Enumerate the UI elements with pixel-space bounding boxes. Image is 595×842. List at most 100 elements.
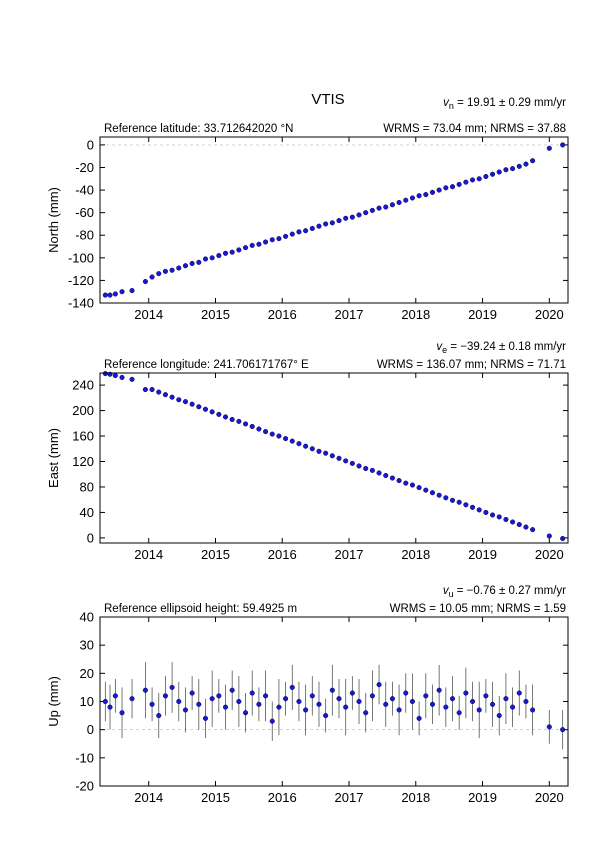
- data-point: [102, 371, 108, 377]
- velocity-symbol: v: [443, 97, 450, 109]
- velocity-symbol: v: [436, 341, 443, 353]
- y-tick-label: 40: [80, 505, 94, 520]
- data-point: [449, 696, 456, 702]
- data-point: [416, 485, 422, 491]
- data-point: [323, 713, 329, 719]
- data-point: [463, 690, 469, 696]
- data-point: [129, 376, 135, 382]
- data-point: [376, 205, 382, 211]
- data-point: [343, 458, 349, 464]
- data-point: [269, 237, 275, 243]
- data-point: [483, 509, 489, 515]
- y-tick-label: 240: [72, 378, 94, 393]
- data-point: [496, 713, 502, 719]
- plot-frame: [99, 372, 569, 544]
- data-point: [510, 704, 516, 710]
- x-tick-label: 2020: [535, 547, 564, 562]
- stats-label: WRMS = 136.07 mm; NRMS = 71.71: [377, 359, 566, 371]
- data-point: [242, 245, 249, 251]
- data-point: [119, 710, 125, 716]
- x-tick-label: 2018: [401, 307, 430, 322]
- reference-label: Reference longitude: 241.706171767° E: [104, 359, 309, 371]
- data-point: [107, 292, 113, 298]
- data-point: [356, 212, 362, 218]
- y-tick-label: 160: [72, 429, 94, 444]
- data-point: [249, 423, 255, 430]
- data-point: [449, 184, 456, 190]
- y-tick-label: -80: [75, 228, 94, 243]
- data-point: [222, 250, 229, 256]
- data-point: [363, 710, 369, 716]
- data-point: [496, 514, 502, 520]
- data-point: [403, 197, 409, 203]
- data-point: [189, 690, 195, 696]
- data-point: [289, 438, 295, 444]
- data-point: [490, 171, 496, 177]
- x-tick-label: 2018: [401, 547, 430, 562]
- data-point: [242, 710, 249, 716]
- data-point: [309, 693, 315, 699]
- data-point: [283, 696, 289, 702]
- data-point: [510, 166, 516, 172]
- data-point: [263, 429, 269, 435]
- y-tick-label: 40: [80, 610, 94, 625]
- y-tick-label: 120: [72, 454, 94, 469]
- data-point: [349, 214, 355, 220]
- data-point: [423, 693, 429, 699]
- data-point: [476, 176, 482, 182]
- data-point: [162, 268, 168, 274]
- data-point: [169, 684, 175, 690]
- data-point: [546, 145, 552, 151]
- x-tick-label: 2017: [335, 307, 364, 322]
- velocity-subscript: u: [449, 589, 454, 599]
- data-point: [269, 431, 275, 437]
- data-point: [429, 189, 436, 195]
- data-point: [296, 441, 302, 447]
- data-point: [196, 259, 202, 265]
- data-point: [209, 255, 215, 261]
- data-point: [102, 698, 108, 705]
- data-point: [209, 696, 215, 702]
- data-point: [516, 690, 522, 696]
- data-point: [329, 453, 335, 459]
- data-point: [249, 690, 255, 696]
- data-point: [560, 535, 566, 542]
- data-point: [523, 524, 529, 530]
- data-point: [289, 684, 295, 690]
- x-tick-label: 2016: [268, 790, 297, 805]
- data-point: [162, 392, 168, 398]
- data-point: [560, 727, 566, 733]
- y-tick-label: -40: [75, 183, 94, 198]
- data-point: [102, 292, 108, 298]
- data-point: [376, 682, 382, 688]
- data-point: [443, 704, 449, 710]
- data-point: [176, 698, 182, 705]
- data-point: [236, 698, 242, 705]
- y-tick-label: 0: [87, 137, 94, 152]
- data-point: [169, 267, 175, 273]
- data-point: [182, 399, 189, 405]
- data-point: [142, 387, 148, 393]
- plot-frame: [99, 616, 569, 787]
- velocity-label: vu = −0.76 ± 0.27 mm/yr: [443, 585, 566, 599]
- data-point: [369, 693, 375, 699]
- data-point: [389, 696, 395, 702]
- data-point: [316, 223, 322, 229]
- velocity-label: vn = 19.91 ± 0.29 mm/yr: [443, 97, 566, 111]
- data-point: [229, 416, 235, 423]
- y-tick-label: 10: [80, 694, 94, 709]
- data-point: [209, 409, 215, 415]
- data-point: [196, 404, 202, 410]
- data-point: [336, 455, 342, 461]
- data-point: [396, 707, 402, 713]
- data-point: [149, 274, 155, 280]
- x-tick-label: 2014: [134, 547, 163, 562]
- data-point: [276, 236, 282, 242]
- data-point: [119, 374, 125, 381]
- data-point: [182, 707, 189, 713]
- data-point: [269, 718, 275, 724]
- data-point: [216, 411, 222, 417]
- data-point: [229, 687, 235, 693]
- data-point: [560, 142, 566, 148]
- data-point: [263, 239, 269, 245]
